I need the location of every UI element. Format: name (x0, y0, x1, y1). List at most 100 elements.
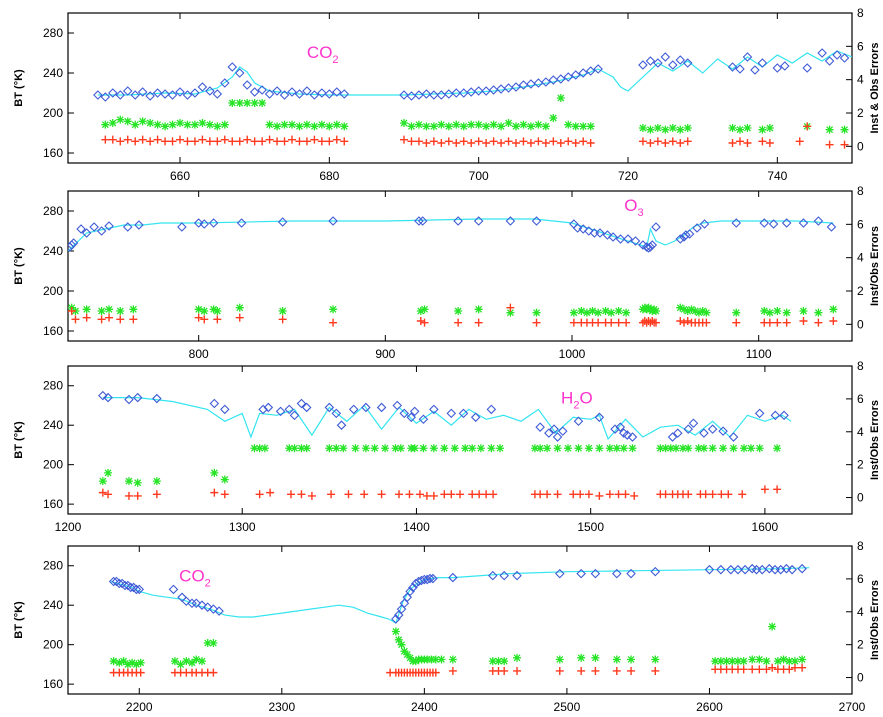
diamond-point (448, 572, 458, 583)
star-point (116, 115, 125, 124)
diamond-point (610, 424, 620, 434)
plus-point (605, 490, 614, 499)
diamond-point (486, 404, 497, 415)
y2-tick-label: 2 (857, 458, 864, 472)
y-tick-label: 160 (43, 146, 63, 160)
star-point (594, 308, 603, 317)
plus-point (762, 665, 771, 674)
plus-point (755, 665, 764, 674)
plus-point (475, 490, 484, 499)
diamond-point (556, 74, 566, 84)
star-point (748, 655, 757, 664)
plot-area (93, 48, 852, 149)
plus-point (190, 137, 199, 146)
plus-point (310, 135, 319, 144)
diamond-point (120, 580, 130, 591)
star-point (652, 307, 660, 315)
diamond-point (623, 234, 633, 244)
diamond-point (764, 563, 775, 574)
diamond-point (76, 224, 86, 234)
diamond-point (302, 86, 312, 96)
plus-point (646, 139, 655, 147)
diamond-point (585, 66, 596, 76)
star-point (183, 120, 192, 129)
diamond-point (555, 568, 565, 579)
diamond-point (130, 90, 140, 100)
star-point (123, 117, 132, 126)
diamond-point (839, 53, 850, 63)
y2-tick-label: 6 (857, 572, 864, 586)
diamond-point (294, 89, 305, 99)
plus-point (743, 139, 752, 147)
y2-tick-label: 8 (857, 184, 864, 198)
plus-point (668, 137, 677, 146)
star-point (128, 658, 137, 667)
diamond-point (798, 218, 809, 228)
diamond-point (175, 87, 185, 97)
diamond-point (429, 404, 439, 415)
plus-point (415, 490, 424, 499)
star-point (394, 635, 403, 644)
star-point (285, 444, 294, 453)
star-point (220, 475, 229, 484)
plus-point (765, 139, 774, 147)
plus-point (124, 491, 133, 500)
diamond-point (499, 570, 509, 581)
star-point (773, 444, 782, 453)
x-tick-label: 900 (375, 347, 395, 361)
plus-point (68, 307, 76, 315)
plus-point (701, 490, 710, 499)
diamond-point (699, 219, 710, 229)
diamond-point (181, 596, 192, 607)
star-point (297, 444, 306, 453)
star-point (329, 305, 338, 314)
y-tick-label: 280 (43, 26, 63, 40)
plus-point (235, 137, 244, 146)
plus-point (829, 317, 838, 325)
star-point (711, 657, 720, 666)
star-point (119, 657, 128, 666)
star-point (489, 120, 498, 129)
y-tick-label: 200 (43, 638, 63, 652)
plus-point (152, 490, 161, 499)
star-point (698, 307, 707, 315)
star-point (416, 307, 425, 315)
plus-point (519, 137, 528, 146)
x-tick-label: 2500 (554, 700, 581, 714)
y-tick-label: 280 (43, 204, 63, 218)
diamond-point (675, 55, 686, 65)
star-point (564, 444, 573, 453)
star-point (176, 660, 185, 669)
x-tick-label: 2400 (411, 700, 438, 714)
plus-point (736, 137, 744, 146)
diamond-point (227, 62, 238, 72)
diamond-point (802, 63, 812, 73)
diamond-point (214, 606, 224, 616)
diamond-point (122, 222, 133, 232)
diamond-point (727, 62, 738, 72)
plus-point (317, 137, 326, 146)
star-point (773, 307, 782, 315)
diamond-point (622, 430, 633, 440)
star-point (605, 444, 614, 453)
diamond-point (436, 90, 447, 100)
plus-point (614, 490, 623, 499)
star-point (265, 120, 274, 129)
plus-point (209, 668, 218, 677)
star-point (391, 627, 400, 636)
plot-area (68, 216, 838, 327)
star-point (351, 444, 360, 453)
diamond-point (718, 426, 728, 436)
star-point (653, 124, 662, 132)
plus-point (98, 488, 107, 497)
diamond-point (458, 88, 469, 98)
plus-point (332, 135, 341, 144)
diamond-point (817, 48, 827, 58)
plus-point (728, 139, 737, 147)
star-point (197, 657, 206, 666)
diamond-point (277, 217, 288, 227)
star-point (482, 122, 491, 131)
diamond-point (832, 50, 842, 60)
y-tick-label: 240 (43, 244, 63, 258)
plus-point (205, 137, 214, 146)
